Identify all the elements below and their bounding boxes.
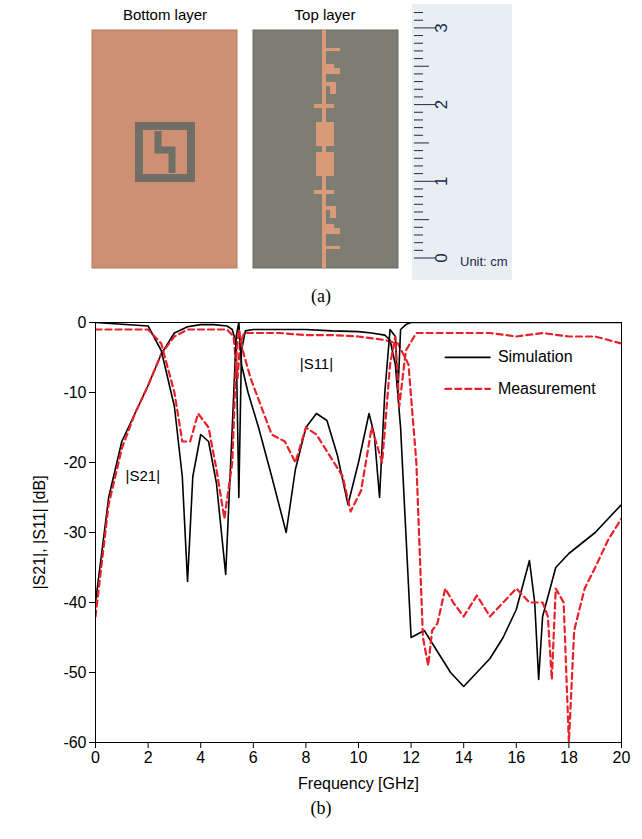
svg-text:-10: -10 [63, 384, 86, 401]
svg-text:2: 2 [432, 100, 451, 109]
svg-text:18: 18 [560, 749, 578, 766]
svg-text:Simulation: Simulation [498, 348, 573, 365]
svg-text:0: 0 [91, 749, 100, 766]
svg-text:Measurement: Measurement [498, 380, 596, 397]
svg-text:6: 6 [249, 749, 258, 766]
svg-text:10: 10 [350, 749, 368, 766]
svg-text:-20: -20 [63, 454, 86, 471]
svg-text:8: 8 [301, 749, 310, 766]
svg-text:0: 0 [432, 253, 451, 262]
svg-text:-30: -30 [63, 524, 86, 541]
svg-text:2: 2 [144, 749, 153, 766]
svg-text:0: 0 [78, 314, 87, 331]
svg-text:1: 1 [432, 177, 451, 186]
svg-text:20: 20 [613, 749, 631, 766]
svg-text:3: 3 [432, 23, 451, 32]
svg-text:|S21|: |S21| [126, 467, 160, 484]
svg-text:16: 16 [507, 749, 525, 766]
html-text:(b): (b) [310, 798, 332, 818]
svg-text:-40: -40 [63, 594, 86, 611]
svg-text:|S11|: |S11| [300, 355, 333, 372]
svg-text:Unit: cm: Unit: cm [460, 254, 508, 269]
svg-text:Bottom layer: Bottom layer [123, 6, 207, 23]
svg-text:Top layer: Top layer [295, 6, 356, 23]
svg-text:(a): (a) [311, 286, 331, 307]
svg-text:Frequency [GHz]: Frequency [GHz] [298, 775, 419, 792]
svg-text:-60: -60 [63, 734, 86, 751]
svg-text:-50: -50 [63, 664, 86, 681]
svg-text:|S21|, |S11| [dB]: |S21|, |S11| [dB] [31, 475, 48, 589]
svg-text:4: 4 [196, 749, 205, 766]
svg-text:14: 14 [455, 749, 473, 766]
svg-text:12: 12 [402, 749, 420, 766]
